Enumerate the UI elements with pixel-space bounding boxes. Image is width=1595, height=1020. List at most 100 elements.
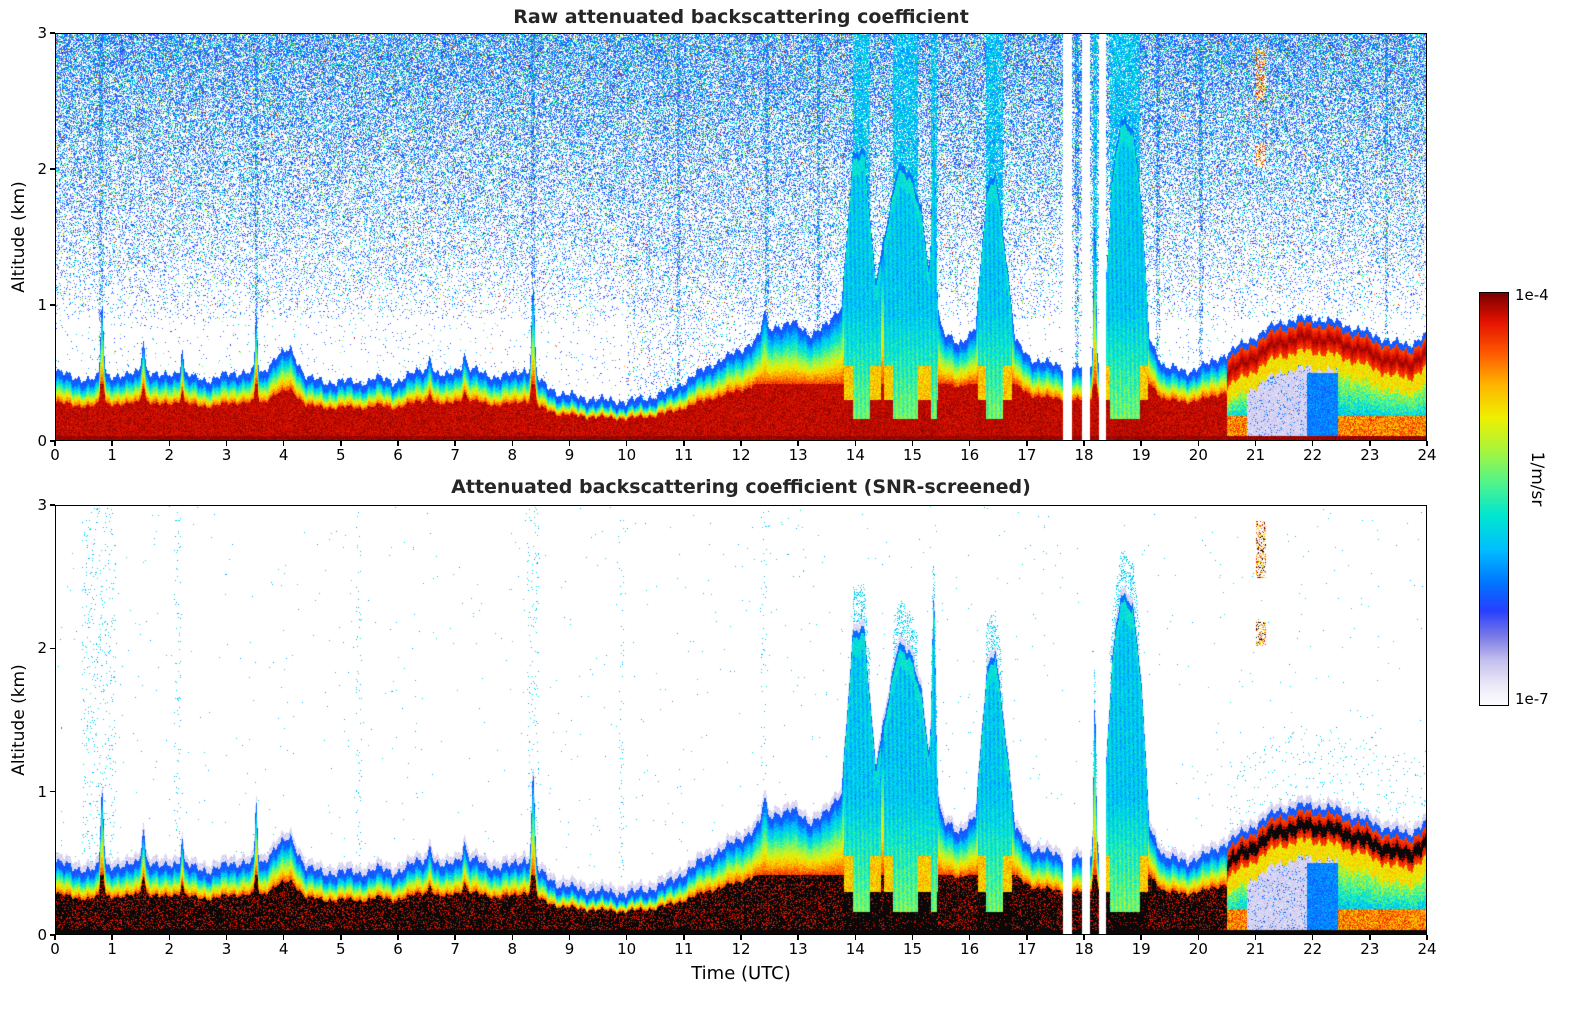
x-tick-mark (454, 441, 456, 446)
x-tick-label: 17 (1017, 940, 1037, 958)
y-tick-mark (50, 168, 55, 170)
x-tick-label: 1 (107, 940, 117, 958)
x-tick-label: 8 (507, 446, 518, 464)
x-tick-mark (1026, 441, 1028, 446)
x-tick-mark (968, 935, 971, 940)
x-tick-mark (1197, 441, 1200, 446)
panel-raw-title: Raw attenuated backscattering coefficien… (513, 6, 969, 28)
y-tick-mark (50, 647, 55, 650)
x-tick-label: 23 (1360, 446, 1380, 464)
colorbar-gradient (1480, 293, 1508, 705)
x-tick-label: 9 (564, 446, 575, 464)
x-tick-mark (740, 441, 742, 446)
x-tick-mark (854, 441, 857, 446)
x-tick-label: 5 (336, 446, 346, 464)
x-tick-mark (397, 441, 399, 446)
x-tick-label: 18 (1074, 446, 1094, 464)
x-tick-label: 10 (617, 940, 637, 958)
y-tick-mark (50, 32, 55, 34)
x-tick-mark (454, 935, 456, 940)
x-tick-label: 24 (1417, 446, 1437, 464)
x-tick-label: 19 (1131, 446, 1151, 464)
x-tick-mark (683, 935, 685, 940)
x-tick-mark (111, 441, 113, 446)
x-tick-label: 23 (1360, 940, 1380, 958)
x-tick-mark (1083, 441, 1085, 446)
y-tick-label: 0 (37, 432, 47, 450)
x-tick-label: 11 (674, 446, 694, 464)
x-tick-label: 8 (507, 940, 518, 958)
screened-heatmap-canvas (56, 506, 1426, 934)
y-tick-mark (50, 504, 55, 506)
x-tick-mark (1426, 441, 1428, 446)
x-tick-label: 7 (450, 940, 460, 958)
y-axis-label-screened: Altitude (km) (9, 664, 29, 776)
x-tick-label: 22 (1303, 446, 1323, 464)
y-tick-mark (50, 440, 55, 442)
x-tick-label: 11 (674, 940, 694, 958)
x-tick-mark (225, 441, 228, 446)
x-tick-mark (282, 935, 285, 940)
x-tick-mark (1369, 441, 1371, 446)
x-tick-label: 0 (50, 446, 60, 464)
y-tick-label: 0 (37, 926, 47, 944)
panel-screened-title: Attenuated backscattering coefficient (S… (451, 476, 1031, 498)
x-tick-label: 9 (564, 940, 575, 958)
x-tick-mark (625, 935, 628, 940)
colorbar (1479, 292, 1509, 706)
x-tick-mark (683, 441, 685, 446)
x-tick-mark (1197, 935, 1200, 940)
x-tick-label: 14 (845, 446, 865, 464)
colorbar-unit-label: 1/m/sr (1527, 451, 1547, 507)
raw-heatmap-plot (55, 33, 1427, 441)
x-tick-label: 12 (731, 446, 751, 464)
x-tick-mark (1311, 935, 1314, 940)
x-tick-mark (340, 441, 342, 446)
x-tick-mark (168, 441, 171, 446)
x-tick-label: 13 (788, 940, 808, 958)
x-tick-mark (54, 935, 56, 940)
x-tick-mark (568, 441, 571, 446)
x-tick-label: 12 (731, 940, 751, 958)
x-tick-label: 18 (1074, 940, 1094, 958)
x-tick-mark (911, 935, 914, 940)
x-tick-mark (854, 935, 857, 940)
x-tick-label: 5 (336, 940, 346, 958)
colorbar-min-label: 1e-7 (1515, 690, 1549, 708)
y-tick-label: 2 (37, 160, 47, 178)
x-tick-label: 6 (393, 446, 403, 464)
x-tick-mark (968, 441, 971, 446)
x-tick-mark (568, 935, 571, 940)
x-tick-label: 10 (617, 446, 637, 464)
x-tick-mark (797, 935, 799, 940)
x-tick-mark (1254, 441, 1257, 446)
x-tick-mark (54, 441, 56, 446)
x-tick-mark (1026, 935, 1028, 940)
y-tick-label: 3 (37, 24, 47, 42)
x-tick-mark (1083, 935, 1085, 940)
y-tick-mark (50, 934, 55, 936)
x-tick-label: 13 (788, 446, 808, 464)
screened-heatmap-plot (55, 505, 1427, 935)
x-tick-mark (225, 935, 228, 940)
x-tick-label: 4 (278, 446, 289, 464)
x-tick-label: 20 (1188, 446, 1208, 464)
x-tick-label: 1 (107, 446, 117, 464)
y-axis-label-raw: Altitude (km) (9, 181, 29, 293)
x-tick-label: 15 (902, 940, 923, 958)
y-tick-label: 3 (37, 496, 47, 514)
x-tick-label: 4 (278, 940, 289, 958)
x-tick-label: 0 (50, 940, 60, 958)
x-tick-mark (797, 441, 799, 446)
x-tick-mark (1254, 935, 1257, 940)
x-tick-mark (168, 935, 171, 940)
x-tick-label: 3 (221, 446, 232, 464)
x-tick-mark (511, 935, 514, 940)
raw-heatmap-canvas (56, 34, 1426, 440)
x-tick-mark (625, 441, 628, 446)
y-tick-label: 1 (37, 782, 47, 801)
x-tick-mark (397, 935, 399, 940)
x-tick-mark (1426, 935, 1428, 940)
x-tick-mark (740, 935, 742, 940)
